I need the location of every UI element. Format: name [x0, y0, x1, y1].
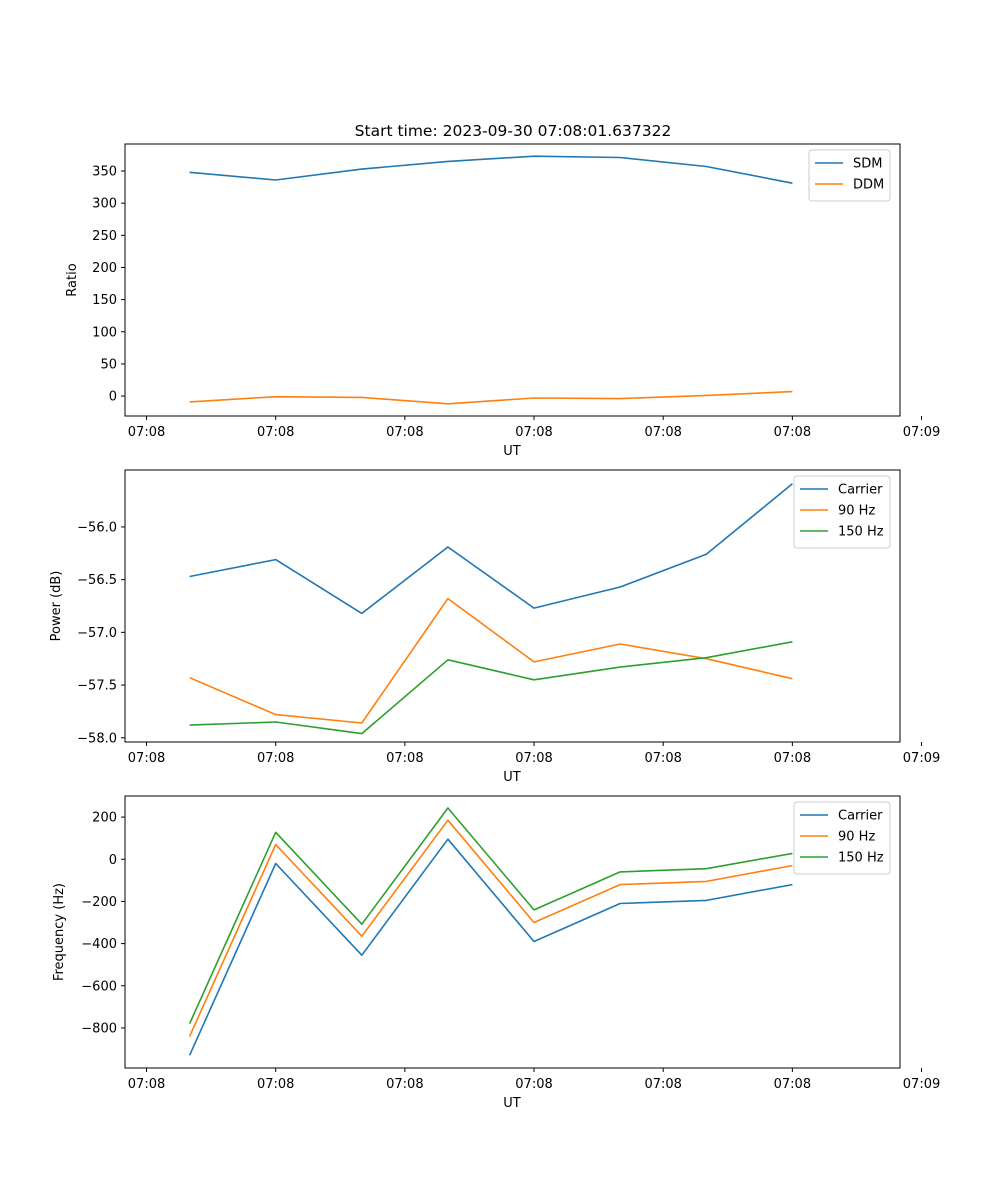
series-line-ddm [189, 390, 793, 405]
y-tick-label: −56.0 [77, 520, 117, 535]
x-tick-label: 07:08 [128, 425, 165, 440]
x-axis-label: UT [503, 444, 521, 459]
x-tick-label: 07:08 [386, 425, 423, 440]
series-line-150-hz [189, 641, 793, 735]
axes-frame [124, 795, 901, 1069]
legend: Carrier 90 Hz 150 Hz [793, 475, 891, 549]
axes-frame [124, 143, 901, 417]
x-tick-label: 07:08 [774, 1077, 811, 1092]
series-line-carrier [189, 483, 793, 615]
y-tick-label: −800 [81, 1021, 117, 1036]
y-tick-label: 300 [92, 197, 117, 212]
panel-3: 07:08 07:08 07:08 07:08 07:08 07:08 07:09 −800 −… [52, 795, 940, 1111]
x-tick-label: 07:08 [515, 425, 552, 440]
axes-frame [124, 469, 901, 743]
x-tick-label: 07:08 [257, 425, 294, 440]
x-tick-label: 07:08 [644, 425, 681, 440]
x-axis-label: UT [503, 1096, 521, 1111]
y-tick-label: −57.5 [77, 679, 117, 694]
x-axis-label: UT [503, 770, 521, 785]
legend-label: Carrier [838, 809, 883, 824]
y-tick-label: 150 [92, 293, 117, 308]
y-tick-label: −56.5 [77, 573, 117, 588]
x-tick-label: 07:09 [903, 751, 940, 766]
series-line-150-hz [188, 807, 793, 1025]
y-tick-label: 250 [92, 229, 117, 244]
x-tick-label: 07:08 [774, 751, 811, 766]
x-tick-label: 07:08 [515, 1077, 552, 1092]
x-tick-label: 07:08 [257, 751, 294, 766]
y-axis-label: Frequency (Hz) [52, 883, 67, 981]
series-line-90-hz [188, 819, 793, 1037]
legend-frame [793, 475, 891, 549]
legend-label: DDM [853, 178, 884, 193]
y-tick-label: 0 [109, 853, 117, 868]
series-line-carrier [188, 838, 793, 1056]
y-tick-label: 200 [92, 811, 117, 826]
legend-label: 90 Hz [838, 504, 875, 519]
x-tick-label: 07:08 [128, 751, 165, 766]
y-tick-label: 200 [92, 261, 117, 276]
panel-2: 07:08 07:08 07:08 07:08 07:08 07:08 07:09 −58.0… [49, 469, 940, 785]
legend-label: SDM [853, 157, 882, 172]
y-tick-label: 0 [109, 390, 117, 405]
y-tick-label: −200 [81, 895, 117, 910]
panels: 07:08 07:08 07:08 07:08 07:08 07:08 07:09 0 50 10… [49, 143, 940, 1111]
legend-label: 150 Hz [838, 525, 884, 540]
y-axis-label: Power (dB) [49, 571, 64, 642]
x-tick-label: 07:08 [644, 751, 681, 766]
y-axis-label: Ratio [65, 263, 80, 296]
x-tick-label: 07:08 [257, 1077, 294, 1092]
series-line-sdm [189, 155, 793, 184]
x-tick-label: 07:08 [386, 1077, 423, 1092]
x-tick-label: 07:09 [903, 425, 940, 440]
x-tick-label: 07:08 [774, 425, 811, 440]
x-tick-label: 07:09 [903, 1077, 940, 1092]
legend: Carrier 90 Hz 150 Hz [793, 801, 891, 875]
y-tick-label: −600 [81, 979, 117, 994]
x-tick-label: 07:08 [128, 1077, 165, 1092]
y-tick-label: −400 [81, 937, 117, 952]
x-tick-label: 07:08 [515, 751, 552, 766]
y-tick-label: −57.0 [77, 626, 117, 641]
y-tick-label: −58.0 [77, 731, 117, 746]
legend-label: Carrier [838, 483, 883, 498]
x-tick-label: 07:08 [644, 1077, 681, 1092]
legend-label: 90 Hz [838, 830, 875, 845]
panel-1: 07:08 07:08 07:08 07:08 07:08 07:08 07:09 0 50 10… [65, 143, 940, 459]
y-tick-label: 100 [92, 325, 117, 340]
legend-frame [793, 801, 891, 875]
legend-label: 150 Hz [838, 851, 884, 866]
series-line-90-hz [189, 597, 793, 724]
x-tick-label: 07:08 [386, 751, 423, 766]
figure-title: Start time: 2023-09-30 07:08:01.637322 [355, 122, 672, 140]
legend: SDM DDM [808, 149, 891, 202]
y-tick-label: 50 [100, 357, 117, 372]
y-tick-label: 350 [92, 165, 117, 180]
